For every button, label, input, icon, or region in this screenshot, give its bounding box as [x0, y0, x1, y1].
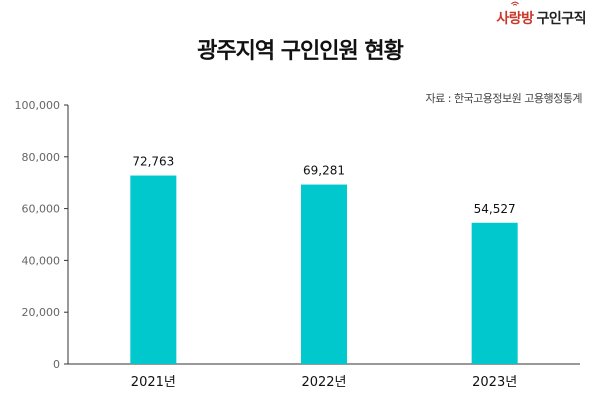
bar: [130, 175, 177, 364]
y-tick-label: 20,000: [22, 306, 61, 319]
y-tick-label: 60,000: [22, 203, 61, 216]
data-label: 69,281: [303, 164, 345, 178]
chart-title: 광주지역 구인인원 현황: [197, 39, 404, 64]
logo-brand-text: 사랑방: [496, 11, 534, 27]
x-tick-label: 2023년: [472, 375, 517, 390]
data-label: 54,527: [474, 202, 516, 216]
data-label: 72,763: [132, 155, 174, 169]
bar: [471, 222, 518, 364]
logo: 사랑방 구인구직: [496, 1, 586, 28]
x-tick-label: 2021년: [131, 375, 176, 390]
y-tick-label: 40,000: [22, 254, 61, 267]
logo-text: 구인구직: [536, 11, 586, 27]
logo-brand: 사랑방: [496, 1, 534, 28]
y-tick-label: 100,000: [15, 99, 61, 112]
y-tick-label: 0: [53, 358, 60, 371]
bar: [301, 184, 347, 364]
wifi-signal-icon: [510, 1, 519, 6]
x-tick-label: 2022년: [301, 375, 346, 390]
source-note: 자료 : 한국고용정보원 고용행정통계: [425, 92, 583, 105]
y-tick-label: 80,000: [22, 151, 61, 164]
